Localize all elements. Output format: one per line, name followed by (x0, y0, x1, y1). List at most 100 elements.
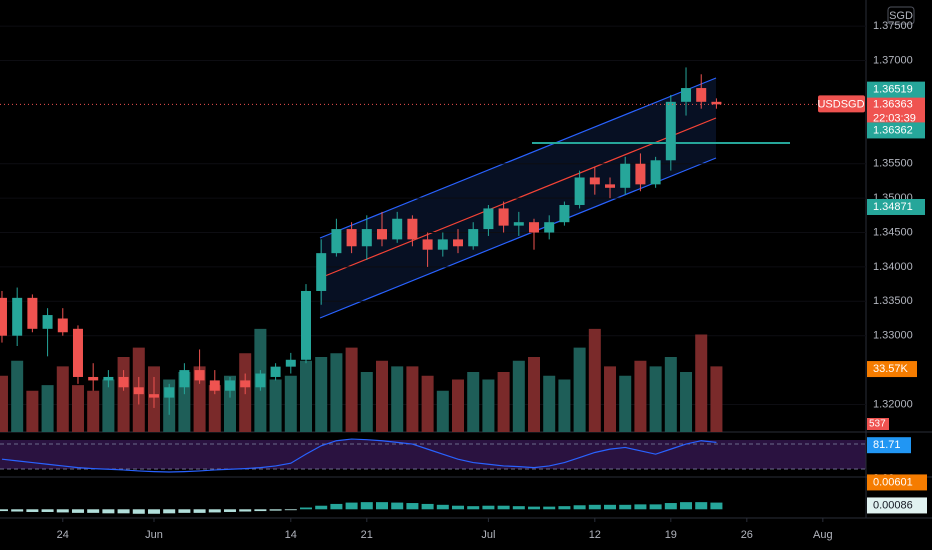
candle-body (224, 380, 235, 391)
volume-bar (634, 360, 647, 432)
candle-body (27, 297, 38, 329)
candle-body (513, 222, 524, 226)
candle-body (665, 101, 676, 161)
volume-bar (360, 372, 373, 432)
candle-body (103, 376, 114, 381)
currency-label: SGD (889, 10, 913, 22)
candle-body (57, 318, 68, 333)
candle-body (0, 297, 7, 336)
macd-hist (254, 509, 267, 512)
macd-hist (26, 509, 39, 512)
macd-hist (117, 509, 130, 514)
volume-bar (56, 366, 69, 432)
macd-hist (543, 506, 556, 510)
macd-hist (147, 509, 160, 514)
macd-hist (41, 509, 54, 512)
macd-hist (391, 502, 404, 510)
macd-hist (284, 509, 297, 511)
macd-hist (573, 505, 586, 510)
candle-body (377, 229, 388, 240)
volume-bar (436, 390, 449, 432)
y-tick-label: 1.34500 (873, 226, 913, 238)
volume-bar (117, 357, 130, 432)
macd-hist (163, 509, 176, 514)
volume-bar (315, 357, 328, 432)
macd-hist (558, 506, 571, 510)
candle-body (620, 163, 631, 188)
candle-body (346, 229, 357, 247)
x-tick-label: 21 (361, 529, 373, 541)
macd-hist (664, 503, 677, 510)
y-tick-label: 1.32000 (873, 398, 913, 410)
y-tick-label: 1.33500 (873, 295, 913, 307)
candle-body (589, 177, 600, 185)
x-tick-label: 19 (665, 529, 677, 541)
volume-bar (604, 366, 617, 432)
macd-hist (680, 502, 693, 510)
macd-hist (193, 509, 206, 513)
volume-bar (421, 375, 434, 432)
signal-badge (867, 497, 927, 514)
candle-body (468, 229, 479, 247)
countdown: 22:03:39 (873, 112, 916, 124)
candle-body (88, 376, 99, 381)
macd-hist (56, 509, 69, 513)
price-badge (867, 198, 925, 215)
volume-bar (0, 375, 8, 432)
volume-bar (87, 390, 100, 432)
volume-ma-label: 33.57K (873, 363, 909, 375)
volume-bar (26, 390, 39, 432)
macd-hist (588, 504, 601, 510)
extra-label: 537 (869, 419, 886, 430)
volume-bar (482, 379, 495, 432)
macd-hist (360, 502, 373, 510)
macd-hist (406, 503, 419, 510)
candle-body (559, 204, 570, 223)
macd-hist (299, 507, 312, 510)
stoch-line (1, 438, 717, 473)
signal-value: 0.00086 (873, 499, 913, 511)
macd-hist (604, 504, 617, 510)
volume-bar (193, 366, 206, 432)
candle-body (331, 229, 342, 254)
extra-badge (867, 418, 889, 430)
macd-badge (867, 474, 927, 491)
candle-body (392, 218, 403, 240)
price-label: 1.34871 (873, 201, 913, 213)
volume-bar (452, 379, 465, 432)
candle-body (361, 229, 372, 247)
volume-bar (102, 379, 115, 432)
x-tick-label: 12 (589, 529, 601, 541)
macd-hist (619, 504, 632, 510)
y-tick-label: 1.33000 (873, 330, 913, 342)
symbol-label: USDSGD (817, 98, 864, 110)
macd-hist (223, 509, 236, 512)
currency-box (887, 6, 915, 25)
macd-value: 0.00601 (873, 476, 913, 488)
macd-hist (649, 504, 662, 510)
x-tick-label: 24 (57, 529, 69, 541)
candle-body (453, 239, 464, 247)
candle-body (422, 239, 433, 250)
volume-badge (867, 361, 917, 378)
macd-hist (178, 509, 191, 513)
macd-hist (239, 509, 252, 512)
macd-hist (497, 505, 510, 510)
x-tick-label: Aug (813, 529, 833, 541)
candle-body (194, 370, 205, 381)
volume-bar (208, 385, 221, 432)
volume-bar (664, 357, 677, 432)
candle-body (316, 253, 327, 291)
volume-bar (497, 372, 510, 432)
macd-hist (421, 503, 434, 510)
macd-hist (0, 509, 8, 512)
volume-bar (299, 360, 312, 432)
volume-bar (573, 347, 586, 432)
price-badge (867, 122, 925, 139)
candle-body (179, 370, 190, 388)
macd-hist (345, 502, 358, 510)
x-tick-label: Jul (481, 529, 495, 541)
volume-bar (649, 366, 662, 432)
candle-body (12, 297, 23, 336)
volume-bar (391, 366, 404, 432)
